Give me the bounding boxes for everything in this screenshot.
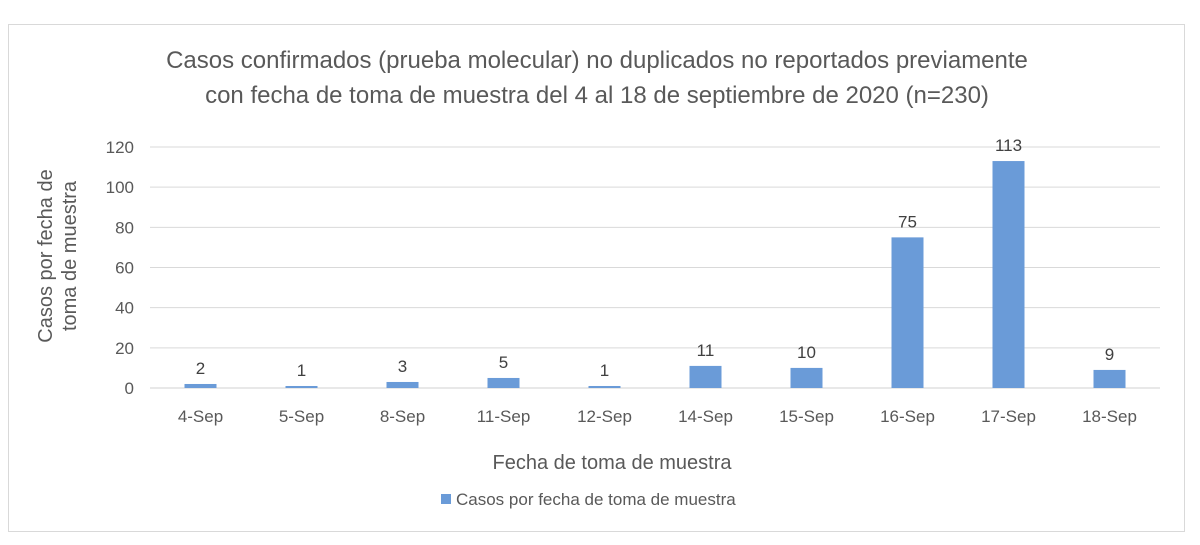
bar: [386, 381, 419, 388]
x-tick-label: 17-Sep: [981, 407, 1036, 426]
data-label: 75: [898, 212, 917, 231]
legend: Casos por fecha de toma de muestra: [441, 490, 736, 509]
bar: [184, 383, 217, 388]
y-tick-label: 60: [115, 259, 134, 278]
y-tick-label: 100: [106, 178, 134, 197]
y-axis-ticks: 0 20 40 60 80 100 120: [106, 138, 134, 398]
x-tick-label: 8-Sep: [380, 407, 425, 426]
legend-swatch: [441, 494, 451, 504]
data-label: 1: [297, 361, 306, 380]
y-axis-title-line-1: Casos por fecha de: [35, 169, 57, 342]
chart-title-line-2: con fecha de toma de muestra del 4 al 18…: [205, 82, 989, 109]
bar: [285, 385, 318, 388]
x-tick-label: 18-Sep: [1082, 407, 1137, 426]
x-tick-label: 11-Sep: [477, 407, 531, 426]
data-label: 2: [196, 359, 205, 378]
bar: [992, 161, 1025, 388]
data-label: 1: [600, 361, 609, 380]
chart-frame: [8, 24, 1185, 532]
chart-title-line-1: Casos confirmados (prueba molecular) no …: [166, 47, 1028, 74]
bar: [487, 377, 520, 388]
bar: [588, 385, 621, 388]
chart-title: Casos confirmados (prueba molecular) no …: [166, 47, 1028, 109]
bar: [1093, 369, 1126, 388]
x-axis-ticks: 4-Sep 5-Sep 8-Sep 11-Sep 12-Sep 14-Sep 15-Sep 1…: [178, 407, 1137, 426]
data-label: 113: [995, 136, 1022, 155]
x-tick-label: 12-Sep: [577, 407, 632, 426]
legend-label: Casos por fecha de toma de muestra: [456, 490, 736, 509]
data-label: 3: [398, 357, 407, 376]
y-tick-label: 20: [115, 339, 134, 358]
x-tick-label: 4-Sep: [178, 407, 223, 426]
data-label: 9: [1105, 345, 1114, 364]
y-tick-label: 0: [125, 379, 134, 398]
y-tick-label: 120: [106, 138, 134, 157]
y-axis-title-line-2: toma de muestra: [59, 180, 81, 331]
data-label: 11: [697, 341, 715, 360]
bar: [891, 237, 924, 388]
gridlines: [150, 146, 1160, 389]
x-axis-title: Fecha de toma de muestra: [492, 452, 732, 474]
x-tick-label: 14-Sep: [678, 407, 733, 426]
bar: [689, 365, 722, 388]
bars: [184, 161, 1126, 388]
x-tick-label: 5-Sep: [279, 407, 324, 426]
x-tick-label: 16-Sep: [880, 407, 935, 426]
x-tick-label: 15-Sep: [779, 407, 834, 426]
data-label: 5: [499, 353, 508, 372]
y-tick-label: 80: [115, 218, 134, 237]
y-tick-label: 40: [115, 299, 134, 318]
data-label: 10: [797, 343, 816, 362]
bar: [790, 367, 823, 388]
